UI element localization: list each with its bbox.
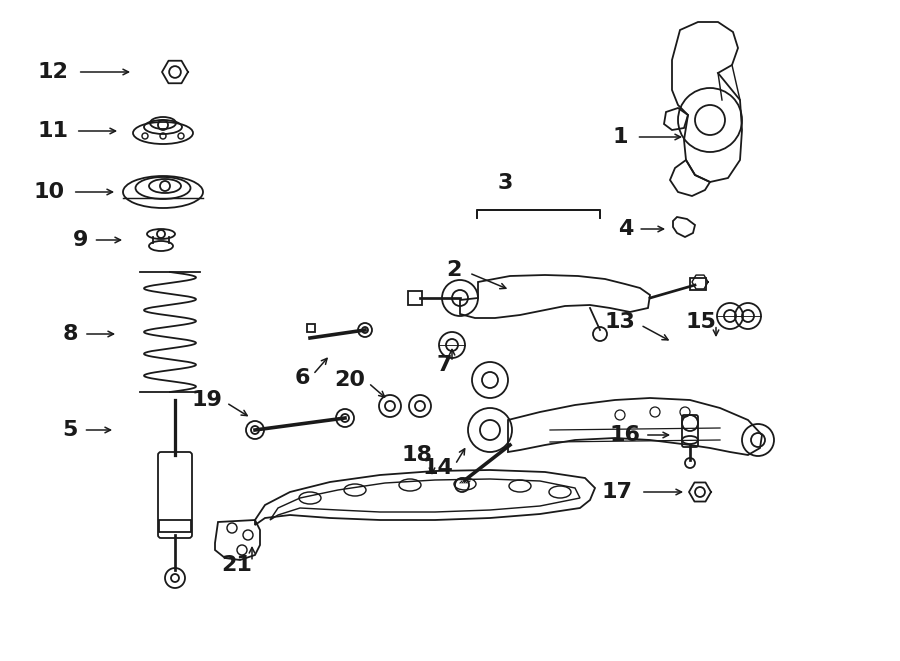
Text: 2: 2 (446, 260, 462, 280)
Text: 1: 1 (613, 127, 628, 147)
Text: 19: 19 (191, 390, 222, 410)
Bar (408, 291, 422, 305)
Text: 18: 18 (401, 445, 432, 465)
Bar (307, 324, 315, 332)
Text: 6: 6 (294, 368, 310, 388)
Text: 20: 20 (334, 370, 365, 390)
Text: 21: 21 (221, 555, 252, 575)
Bar (690, 278, 706, 290)
Text: 11: 11 (37, 121, 68, 141)
Text: 12: 12 (37, 62, 68, 82)
Text: 16: 16 (609, 425, 640, 445)
Text: 13: 13 (604, 312, 635, 332)
Text: 5: 5 (63, 420, 78, 440)
Bar (159, 520, 191, 532)
Text: 3: 3 (498, 173, 513, 193)
Text: 9: 9 (73, 230, 88, 250)
Text: 10: 10 (34, 182, 65, 202)
Text: 15: 15 (685, 312, 716, 332)
Text: 7: 7 (436, 355, 452, 375)
Text: 17: 17 (602, 482, 633, 502)
Text: 14: 14 (422, 458, 453, 478)
Text: 8: 8 (62, 324, 78, 344)
Text: 4: 4 (617, 219, 633, 239)
